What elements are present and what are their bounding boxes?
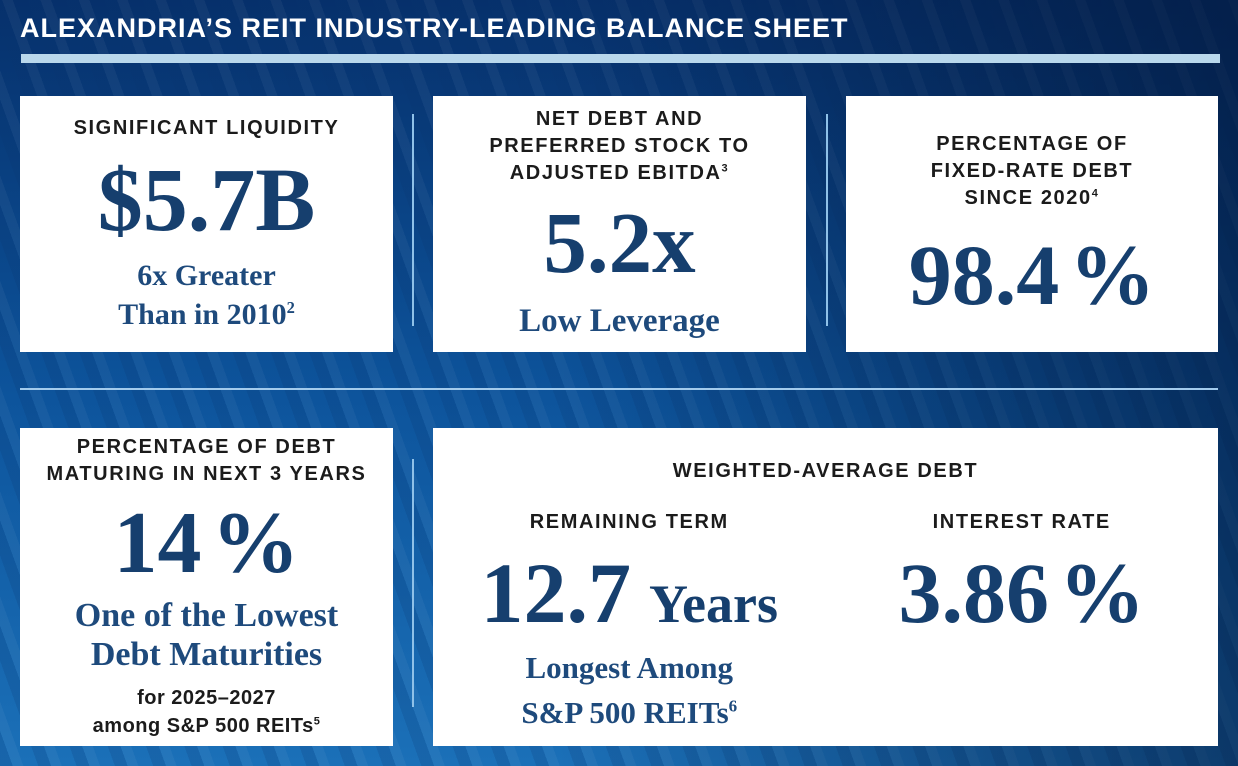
footnote-4: 4: [1091, 186, 1100, 199]
card-net-debt-leverage: NET DEBT AND PREFERRED STOCK TO ADJUSTED…: [433, 96, 806, 352]
fixed-rate-label: PERCENTAGE OF FIXED-RATE DEBT SINCE 2020…: [930, 132, 1134, 209]
remaining-term-label: REMAINING TERM: [529, 511, 729, 533]
maturing-subtext: One of the Lowest Debt Maturities: [74, 596, 339, 673]
divider-vertical-bottom: [412, 459, 414, 707]
remaining-term-subtext: Longest Among S&P 500 REITs6: [521, 650, 738, 730]
weighted-debt-columns: REMAINING TERM 12.7 Years Longest Among S…: [433, 501, 1218, 746]
percent-sign: %: [1059, 545, 1145, 641]
weighted-debt-label: WEIGHTED-AVERAGE DEBT: [672, 460, 979, 482]
leverage-label: NET DEBT AND PREFERRED STOCK TO ADJUSTED…: [489, 107, 750, 184]
percent-sign: %: [1069, 226, 1156, 323]
remaining-term-value: 12.7 Years: [480, 545, 778, 641]
title-underline-bar: [21, 54, 1220, 63]
footnote-5: 5: [313, 715, 321, 728]
leverage-value: 5.2x: [543, 193, 696, 291]
card-weighted-average-debt: WEIGHTED-AVERAGE DEBT REMAINING TERM 12.…: [433, 428, 1218, 746]
card-fixed-rate-debt: PERCENTAGE OF FIXED-RATE DEBT SINCE 2020…: [846, 96, 1218, 352]
maturing-value: 14%: [113, 494, 300, 592]
maturing-label: PERCENTAGE OF DEBT MATURING IN NEXT 3 YE…: [46, 435, 367, 485]
leverage-subtext: Low Leverage: [519, 302, 720, 339]
liquidity-subtext: 6x Greater Than in 20102: [118, 258, 295, 331]
card-significant-liquidity: SIGNIFICANT LIQUIDITY $5.7B 6x Greater T…: [20, 96, 393, 352]
interest-rate-label: INTEREST RATE: [932, 511, 1111, 533]
divider-vertical-top-1: [412, 114, 414, 326]
interest-rate-value: 3.86%: [898, 545, 1146, 641]
percent-sign: %: [211, 494, 300, 592]
card-debt-maturing: PERCENTAGE OF DEBT MATURING IN NEXT 3 YE…: [20, 428, 393, 746]
fixed-rate-value: 98.4%: [908, 226, 1156, 323]
page-title: ALEXANDRIA’S REIT INDUSTRY-LEADING BALAN…: [20, 13, 849, 43]
interest-rate-column: INTEREST RATE 3.86%: [826, 501, 1219, 746]
divider-horizontal-middle: [20, 388, 1218, 390]
liquidity-value: $5.7B: [97, 150, 316, 250]
liquidity-label: SIGNIFICANT LIQUIDITY: [73, 116, 340, 139]
footnote-2: 2: [286, 297, 295, 317]
divider-vertical-top-2: [826, 114, 828, 326]
years-unit: Years: [649, 574, 778, 634]
remaining-term-column: REMAINING TERM 12.7 Years Longest Among S…: [433, 501, 826, 746]
footnote-3: 3: [721, 161, 730, 174]
footnote-6: 6: [728, 696, 738, 716]
maturing-footnote-text: for 2025–2027 among S&P 500 REITs5: [92, 687, 321, 738]
